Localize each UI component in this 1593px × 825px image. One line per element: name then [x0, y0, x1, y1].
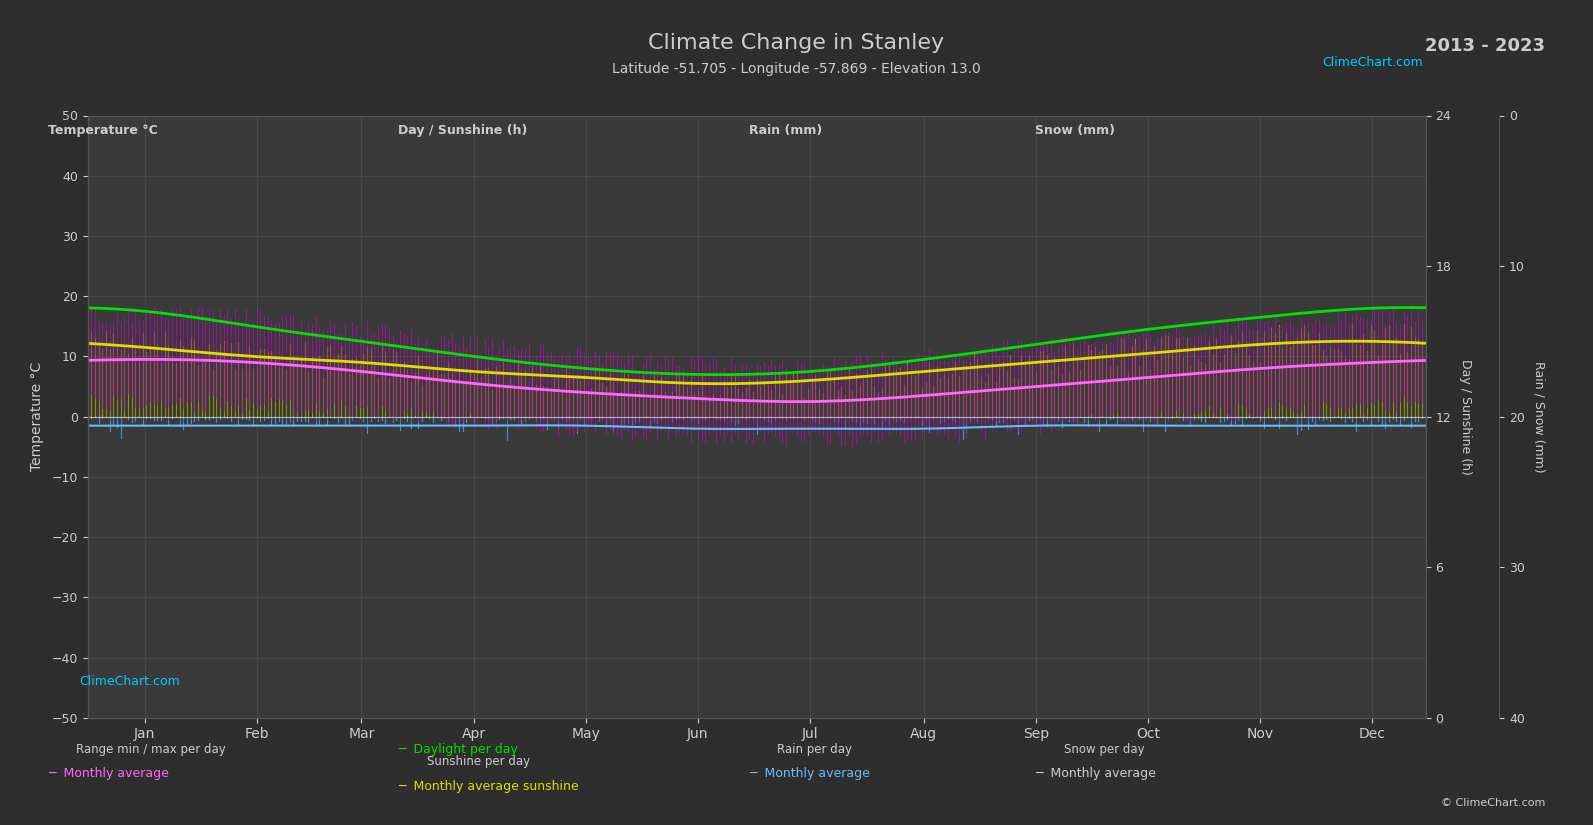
Text: Rain per day: Rain per day: [777, 742, 852, 756]
Text: Latitude -51.705 - Longitude -57.869 - Elevation 13.0: Latitude -51.705 - Longitude -57.869 - E…: [612, 62, 981, 76]
Text: Range min / max per day: Range min / max per day: [76, 742, 226, 756]
Text: ─  Monthly average: ─ Monthly average: [1035, 767, 1157, 780]
Text: Snow (mm): Snow (mm): [1035, 124, 1115, 137]
Text: ─  Daylight per day: ─ Daylight per day: [398, 742, 518, 756]
Y-axis label: Rain / Snow (mm): Rain / Snow (mm): [1532, 361, 1545, 473]
Text: Temperature °C: Temperature °C: [48, 124, 158, 137]
Y-axis label: Temperature °C: Temperature °C: [30, 362, 45, 471]
Text: ClimeChart.com: ClimeChart.com: [80, 675, 180, 688]
Text: ─  Monthly average: ─ Monthly average: [48, 767, 169, 780]
Text: Snow per day: Snow per day: [1064, 742, 1145, 756]
Text: Day / Sunshine (h): Day / Sunshine (h): [398, 124, 527, 137]
Text: Sunshine per day: Sunshine per day: [427, 755, 530, 768]
Text: ClimeChart.com: ClimeChart.com: [1322, 56, 1423, 69]
Y-axis label: Day / Sunshine (h): Day / Sunshine (h): [1459, 359, 1472, 474]
Text: © ClimeChart.com: © ClimeChart.com: [1440, 799, 1545, 808]
Text: ─  Monthly average: ─ Monthly average: [749, 767, 870, 780]
Text: 2013 - 2023: 2013 - 2023: [1426, 37, 1545, 55]
Text: ─  Monthly average sunshine: ─ Monthly average sunshine: [398, 780, 578, 793]
Text: Rain (mm): Rain (mm): [749, 124, 822, 137]
Text: Climate Change in Stanley: Climate Change in Stanley: [648, 33, 945, 53]
